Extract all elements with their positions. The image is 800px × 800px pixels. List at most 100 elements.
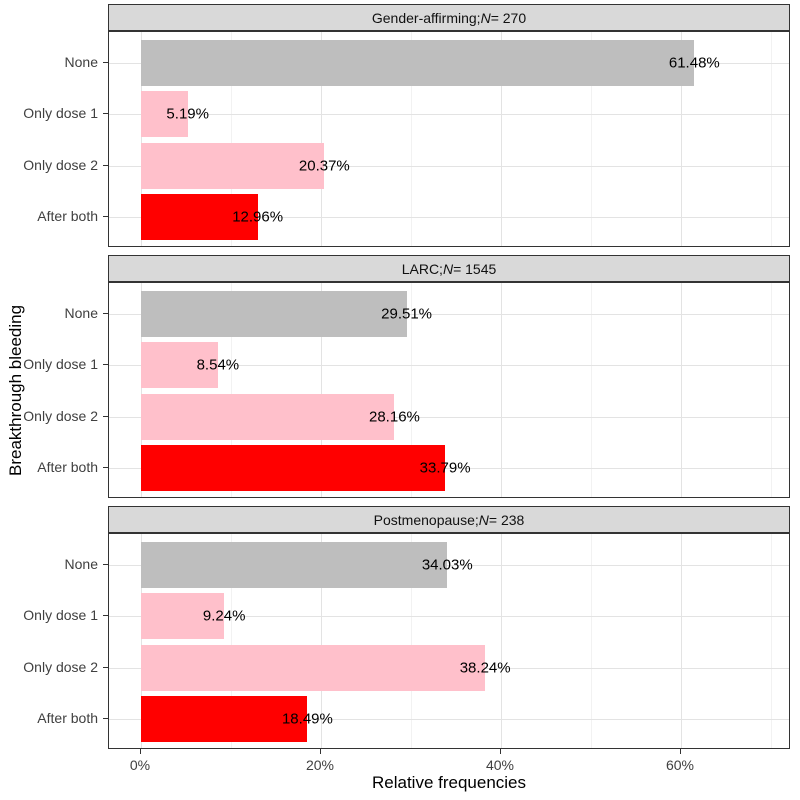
grid-major-vline (141, 283, 142, 497)
panel: 61.48% 5.19% 20.37% 12.96% (108, 31, 790, 247)
x-axis-tick-label: 40% (485, 757, 515, 773)
x-axis-tick (500, 749, 501, 754)
bar-none (141, 542, 447, 588)
grid-minor-vline (411, 32, 412, 246)
grid-major-vline (321, 32, 322, 246)
grid-major-hline (109, 365, 789, 366)
y-axis-title: Breakthrough bleeding (6, 304, 25, 476)
bar-only-dose-2 (141, 394, 394, 440)
grid-minor-vline (591, 534, 592, 748)
grid-major-hline (109, 565, 789, 566)
y-axis-tick (103, 667, 108, 668)
grid-minor-vline (411, 534, 412, 748)
y-axis-tick-label: None (64, 305, 98, 321)
x-axis-tick-label: 0% (129, 757, 151, 773)
y-axis-tick (103, 718, 108, 719)
grid-major-hline (109, 719, 789, 720)
grid-major-hline (109, 166, 789, 167)
grid-major-vline (501, 534, 502, 748)
grid-minor-vline (771, 32, 772, 246)
y-axis-tick-label: Only dose 1 (23, 607, 98, 623)
strip-title-prefix: Gender-affirming; (371, 9, 481, 26)
grid-major-hline (109, 314, 789, 315)
y-axis-tick (103, 313, 108, 314)
bar-only-dose-1 (141, 91, 188, 137)
bar-value-label: 12.96% (232, 208, 284, 226)
grid-major-vline (321, 283, 322, 497)
bar-only-dose-1 (141, 593, 224, 639)
grid-major-vline (501, 32, 502, 246)
x-axis-tick (320, 749, 321, 754)
y-axis-tick-label: Only dose 1 (23, 105, 98, 121)
grid-major-hline (109, 417, 789, 418)
y-axis-tick (103, 165, 108, 166)
x-axis-tick-label: 60% (665, 757, 695, 773)
bar-value-label: 61.48% (668, 54, 720, 72)
grid-major-hline (109, 217, 789, 218)
strip-n-symbol: N (480, 9, 491, 26)
grid-minor-vline (771, 534, 772, 748)
facet-strip: Postmenopause; N = 238 (108, 506, 790, 533)
grid-minor-vline (231, 32, 232, 246)
x-axis-tick (140, 749, 141, 754)
bar-value-label: 34.03% (421, 556, 473, 574)
grid-minor-vline (771, 283, 772, 497)
bar-only-dose-2 (141, 143, 324, 189)
bar-after-both (141, 194, 258, 240)
grid-minor-vline (411, 283, 412, 497)
y-axis-tick (103, 564, 108, 565)
grid-major-hline (109, 468, 789, 469)
x-axis-tick (680, 749, 681, 754)
bar-value-label: 5.19% (166, 105, 209, 123)
y-axis-tick (103, 113, 108, 114)
grid-major-vline (321, 534, 322, 748)
y-axis-tick-label: None (64, 54, 98, 70)
bar-value-label: 28.16% (369, 408, 420, 426)
bar-none (141, 291, 407, 337)
bar-none (141, 40, 694, 86)
bar-only-dose-1 (141, 342, 218, 388)
bar-only-dose-2 (141, 645, 485, 691)
strip-n-symbol: N (442, 260, 454, 277)
y-axis-tick-label: Only dose 2 (23, 408, 98, 424)
panel: 29.51% 8.54% 28.16% 33.79% (108, 282, 790, 498)
grid-major-hline (109, 114, 789, 115)
grid-major-vline (501, 283, 502, 497)
y-axis-tick (103, 62, 108, 63)
grid-major-vline (681, 32, 682, 246)
strip-title-prefix: Postmenopause; (373, 511, 479, 528)
bar-after-both (141, 696, 307, 742)
bar-value-label: 20.37% (298, 157, 350, 175)
strip-n-suffix: = 1545 (453, 260, 497, 277)
x-axis-tick-label: 20% (305, 757, 335, 773)
bar-value-label: 9.24% (202, 607, 246, 625)
y-axis-tick (103, 615, 108, 616)
y-axis-tick (103, 467, 108, 468)
strip-title-prefix: LARC; (401, 260, 443, 277)
y-axis-tick (103, 416, 108, 417)
grid-major-hline (109, 616, 789, 617)
grid-major-vline (681, 283, 682, 497)
bar-value-label: 33.79% (419, 459, 471, 477)
bar-value-label: 38.24% (459, 659, 511, 677)
grid-minor-vline (231, 283, 232, 497)
y-axis-tick-label: None (64, 556, 98, 572)
bar-value-label: 18.49% (281, 710, 333, 728)
grid-minor-vline (591, 283, 592, 497)
y-axis-tick-label: After both (37, 710, 98, 726)
x-axis-title: Relative frequencies (371, 773, 527, 792)
facet-strip: Gender-affirming; N = 270 (108, 4, 790, 31)
grid-major-vline (141, 534, 142, 748)
bar-after-both (141, 445, 445, 491)
strip-n-suffix: = 238 (488, 511, 525, 528)
strip-n-suffix: = 270 (490, 9, 527, 26)
bar-value-label: 8.54% (196, 356, 240, 374)
y-axis-tick-label: After both (37, 459, 98, 475)
y-axis-tick-label: Only dose 2 (23, 659, 98, 675)
strip-n-symbol: N (478, 511, 489, 528)
y-axis-tick-label: After both (37, 208, 98, 224)
y-axis-tick (103, 364, 108, 365)
grid-major-vline (681, 534, 682, 748)
panel: 34.03% 9.24% 38.24% 18.49% (108, 533, 790, 749)
